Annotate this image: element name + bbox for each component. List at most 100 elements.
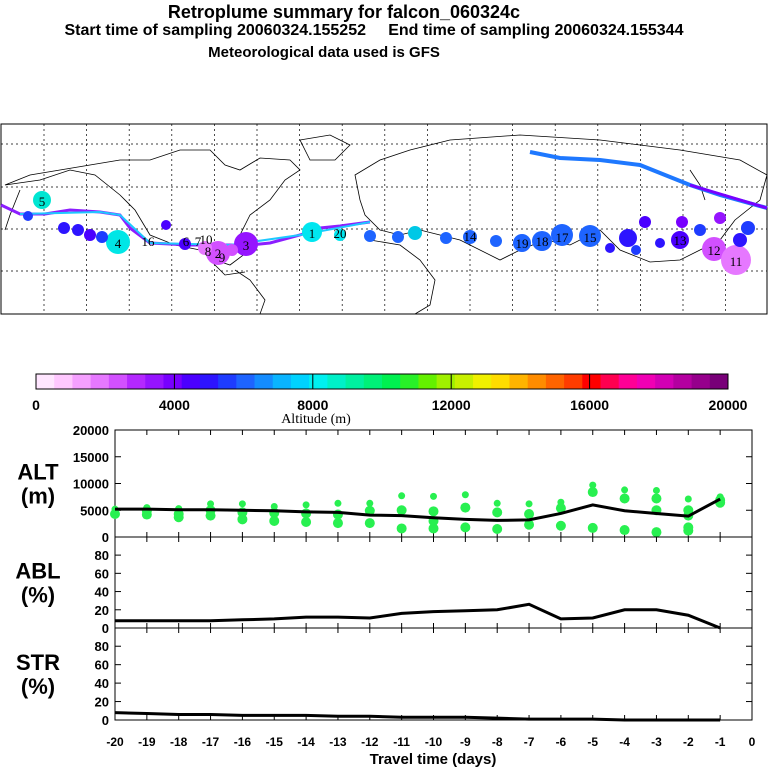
- altitude-point: [555, 503, 566, 514]
- altitude-point: [684, 495, 692, 503]
- altitude-point: [428, 506, 439, 517]
- trajectory-point: [58, 222, 70, 234]
- panel-ylabel: STR: [16, 650, 60, 675]
- trajectory-point: [513, 234, 531, 252]
- trajectory-point: [179, 238, 191, 250]
- x-tick-label: 0: [749, 735, 756, 749]
- altitude-point: [525, 500, 533, 508]
- colorbar-tick-label: 20000: [709, 397, 748, 413]
- colorbar-segment: [72, 374, 92, 389]
- colorbar-segment: [509, 374, 529, 389]
- altitude-point: [651, 527, 662, 538]
- colorbar-segment: [454, 374, 474, 389]
- chart-title: Retroplume summary for falcon_060324c: [167, 2, 521, 22]
- colorbar-label: Altitude (m): [281, 412, 351, 427]
- y-tick-label: 60: [95, 658, 109, 673]
- colorbar-segment: [272, 374, 292, 389]
- y-tick-label: 0: [102, 713, 109, 728]
- coastline: [369, 239, 436, 315]
- colorbar-segment: [491, 374, 510, 389]
- panel-ylabel: ALT: [17, 460, 59, 485]
- colorbar-segment: [636, 374, 656, 389]
- trajectory-point: [408, 226, 422, 240]
- trajectory-path: [689, 183, 768, 210]
- altitude-point: [493, 499, 501, 507]
- altitude-point: [589, 481, 597, 489]
- altitude-point: [430, 492, 437, 500]
- trajectory-point: [161, 220, 171, 230]
- trajectory-day-label: 18: [536, 234, 549, 249]
- altitude-point: [173, 512, 184, 523]
- colorbar-segment: [400, 374, 419, 389]
- y-tick-label: 0: [102, 621, 109, 636]
- colorbar-segment: [655, 374, 674, 389]
- trajectory-day-label: 16: [142, 234, 156, 249]
- x-tick-label: -1: [715, 735, 726, 749]
- x-tick-label: -3: [651, 735, 662, 749]
- colorbar-segment: [473, 374, 492, 389]
- trajectory-point: [676, 216, 688, 228]
- trajectory-point: [631, 245, 641, 255]
- y-tick-label: 20000: [73, 423, 109, 438]
- trajectory-point: [702, 237, 726, 261]
- trajectory-day-label: 13: [674, 233, 687, 248]
- coastline: [299, 134, 351, 161]
- altitude-point: [492, 523, 503, 534]
- colorbar-segment: [436, 374, 456, 389]
- trajectory-day-label: 6: [183, 234, 190, 249]
- trajectory-point: [579, 225, 601, 247]
- y-tick-label: 5000: [80, 503, 109, 518]
- colorbar-segment: [236, 374, 256, 389]
- colorbar-segment: [54, 374, 73, 389]
- trajectory-point: [463, 230, 477, 244]
- y-tick-label: 20: [95, 695, 109, 710]
- trajectory-point: [334, 229, 346, 241]
- altitude-point: [301, 508, 312, 519]
- x-tick-label: -19: [138, 735, 156, 749]
- panel-ylabel: (m): [21, 484, 55, 509]
- sampling-times: Start time of sampling 20060324.155252 E…: [64, 22, 684, 39]
- colorbar-segment: [163, 374, 183, 389]
- colorbar-segment: [382, 374, 401, 389]
- colorbar-segment: [564, 374, 583, 389]
- panel-frame: [114, 627, 753, 721]
- trajectory-path: [19, 210, 371, 247]
- trajectory-point: [72, 224, 84, 236]
- y-tick-label: 80: [95, 639, 109, 654]
- colorbar-segment: [527, 374, 547, 389]
- map-frame: [0, 123, 768, 315]
- y-tick-label: 40: [95, 585, 109, 600]
- x-tick-label: -2: [683, 735, 694, 749]
- altitude-point: [396, 523, 407, 534]
- colorbar-segment: [345, 374, 365, 389]
- colorbar-segment: [673, 374, 693, 389]
- y-tick-label: 60: [95, 566, 109, 581]
- trajectory-point: [206, 241, 230, 265]
- coastline: [4, 189, 21, 231]
- altitude-point: [110, 508, 120, 519]
- altitude-point: [587, 487, 598, 498]
- colorbar-tick-label: 0: [32, 397, 40, 413]
- trajectory-point: [714, 212, 726, 224]
- x-tick-label: -18: [170, 735, 188, 749]
- trajectory-point: [551, 224, 573, 246]
- x-tick-label: -14: [297, 735, 315, 749]
- trajectory-point: [302, 222, 322, 242]
- panel-ylabel: (%): [21, 583, 55, 608]
- altitude-point: [524, 519, 535, 530]
- colorbar-segment: [618, 374, 638, 389]
- trajectory-point: [694, 224, 706, 236]
- altitude-point: [651, 493, 662, 504]
- trajectory-day-label: 14: [464, 229, 478, 244]
- trajectory-day-label: 11: [730, 254, 743, 269]
- colorbar-tick-label: 4000: [159, 397, 190, 413]
- trajectory-day-label: 17: [556, 230, 570, 245]
- x-tick-label: -12: [361, 735, 379, 749]
- trajectory-day-label: 10: [200, 232, 213, 247]
- trajectory-day-label: 8: [205, 244, 212, 259]
- trajectory-point: [639, 216, 651, 228]
- altitude-point: [332, 518, 343, 529]
- y-tick-label: 10000: [73, 477, 109, 492]
- x-tick-label: -7: [524, 735, 535, 749]
- colorbar-tick-label: 8000: [297, 397, 328, 413]
